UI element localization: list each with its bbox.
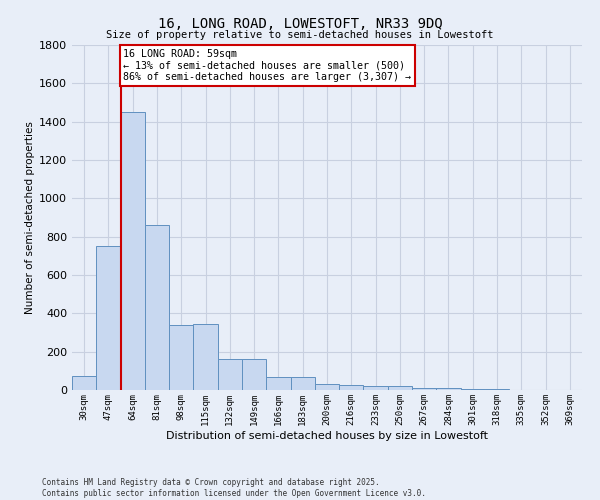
Bar	[364, 386, 388, 390]
Bar	[315, 384, 339, 390]
Bar	[485, 389, 509, 390]
Bar	[339, 384, 364, 390]
Bar	[436, 388, 461, 390]
X-axis label: Distribution of semi-detached houses by size in Lowestoft: Distribution of semi-detached houses by …	[166, 430, 488, 440]
Text: Size of property relative to semi-detached houses in Lowestoft: Size of property relative to semi-detach…	[106, 30, 494, 40]
Bar	[121, 112, 145, 390]
Bar	[169, 325, 193, 390]
Bar	[242, 360, 266, 390]
Text: 16 LONG ROAD: 59sqm
← 13% of semi-detached houses are smaller (500)
86% of semi-: 16 LONG ROAD: 59sqm ← 13% of semi-detach…	[123, 49, 411, 82]
Bar	[388, 386, 412, 390]
Bar	[145, 225, 169, 390]
Bar	[218, 360, 242, 390]
Bar	[72, 376, 96, 390]
Bar	[193, 324, 218, 390]
Text: 16, LONG ROAD, LOWESTOFT, NR33 9DQ: 16, LONG ROAD, LOWESTOFT, NR33 9DQ	[158, 18, 442, 32]
Y-axis label: Number of semi-detached properties: Number of semi-detached properties	[25, 121, 35, 314]
Bar	[96, 246, 121, 390]
Bar	[461, 389, 485, 390]
Bar	[266, 376, 290, 390]
Bar	[290, 377, 315, 390]
Text: Contains HM Land Registry data © Crown copyright and database right 2025.
Contai: Contains HM Land Registry data © Crown c…	[42, 478, 426, 498]
Bar	[412, 388, 436, 390]
